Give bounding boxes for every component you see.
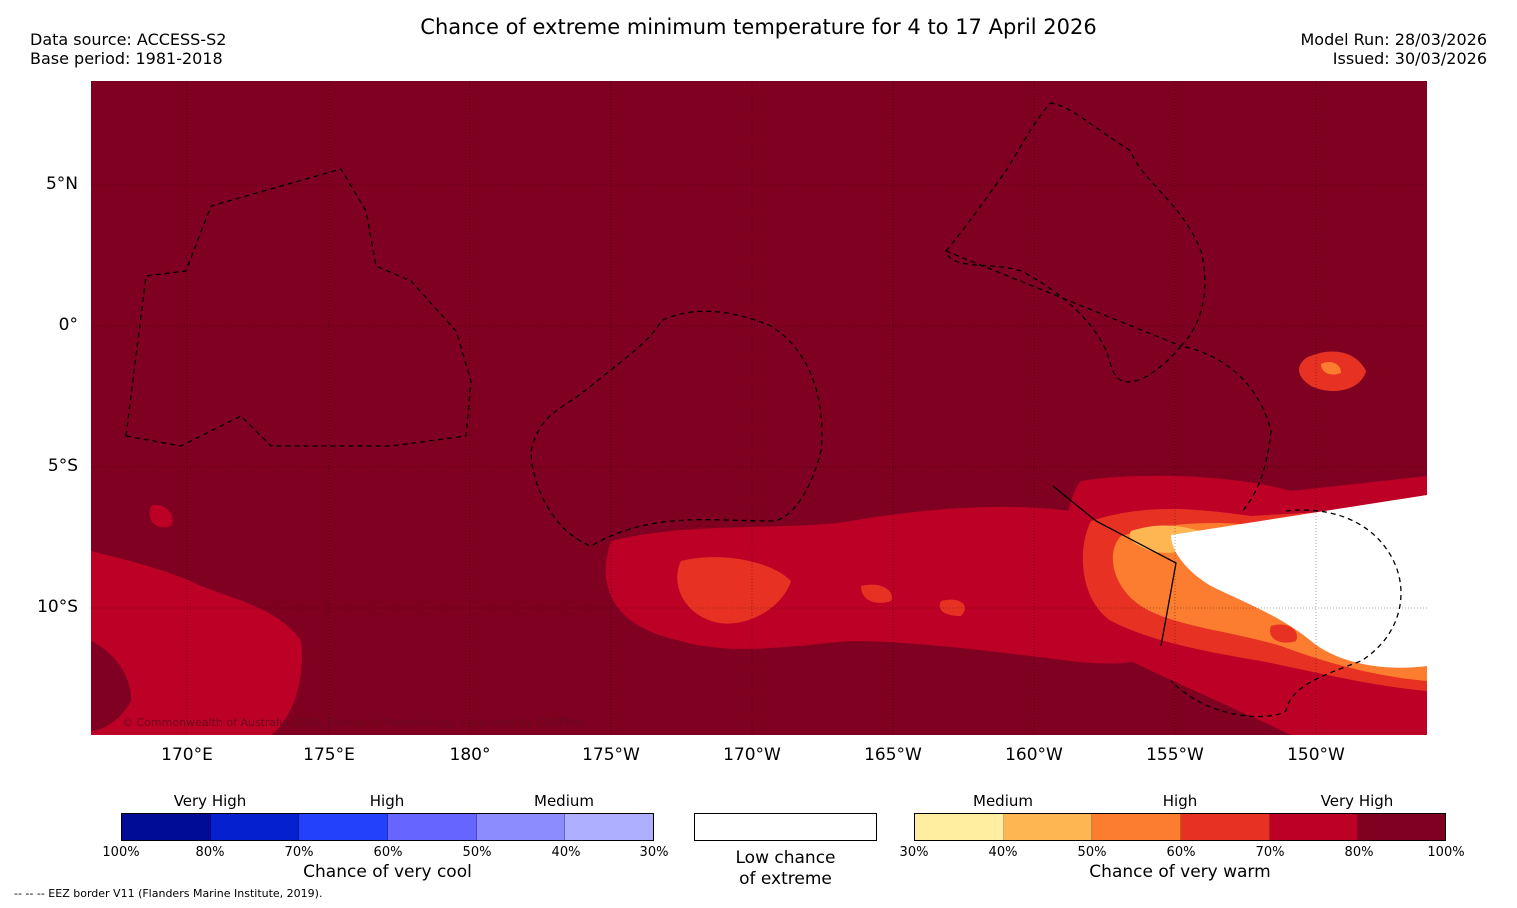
cool-swatch-6 [565,814,654,840]
eez-border-central [530,310,823,547]
warm-patch-small [149,505,173,528]
lon-label-180: 180° [449,745,491,765]
warm-tick-50: 50% [1077,845,1107,860]
warm-region-west [91,551,302,735]
warm-tick-40: 40% [988,845,1018,860]
data-info: Data source: ACCESS-S2 Base period: 1981… [30,30,226,68]
warm-legend-label: Chance of very warm [1089,862,1271,882]
lat-label-5s: 5°S [47,456,78,476]
cool-tick-50: 50% [462,845,492,860]
cool-swatch-2 [210,814,300,840]
eez-border-southeast [1170,509,1402,718]
cool-tick-100: 100% [102,845,140,860]
map-gridlines [91,81,1427,735]
cool-legend-label: Chance of very cool [303,862,472,882]
low-chance-label-line2: of extreme [739,869,832,889]
warm-level-medium: Medium [973,792,1033,810]
map-svg [91,81,1427,735]
cool-tick-30: 30% [639,845,669,860]
cool-tick-80: 80% [195,845,225,860]
warm-swatch-6 [1358,814,1446,840]
boundary-line [1052,485,1177,647]
lat-label-5n: 5°N [45,174,78,194]
eez-border-west [125,168,472,447]
warm-level-very-high: Very High [1320,792,1394,810]
warm-swatch-5 [1269,814,1359,840]
eez-border-east [945,102,1272,514]
lon-label-170w: 170°W [723,745,781,765]
warm-colorbar [914,813,1446,841]
warm-swatch-1 [915,814,1004,840]
model-run: Model Run: 28/03/2026 [1300,30,1488,49]
probability-map[interactable] [91,81,1427,735]
page-title: Chance of extreme minimum temperature fo… [420,15,1097,39]
warm-level-high: High [1162,792,1198,810]
cool-swatch-5 [476,814,566,840]
cool-level-medium: Medium [534,792,594,810]
cool-tick-60: 60% [373,845,403,860]
eez-footnote: -- -- -- EEZ border V11 (Flanders Marine… [14,887,323,900]
cool-level-very-high: Very High [173,792,247,810]
warm-tick-70: 70% [1255,845,1285,860]
high-warm-island [1270,624,1297,643]
medium-high-patch-equator [1321,362,1341,375]
warm-swatch-3 [1092,814,1182,840]
warm-band-central [605,506,1177,664]
lon-label-165w: 165°W [864,745,922,765]
cool-swatch-1 [122,814,211,840]
cool-colorbar [121,813,654,841]
low-chance-swatch [694,813,877,841]
low-chance-region [1171,495,1427,668]
low-chance-legend-label: Low chance of extreme [694,848,877,890]
cool-swatch-4 [388,814,477,840]
lon-label-155w: 155°W [1146,745,1204,765]
warm-tick-60: 60% [1166,845,1196,860]
warm-swatch-2 [1003,814,1093,840]
lat-label-10s: 10°S [37,597,78,617]
map-copyright: © Commonwealth of Australia 2026, Bureau… [122,716,586,729]
lon-label-150w: 150°W [1287,745,1345,765]
data-source: Data source: ACCESS-S2 [30,30,227,49]
cool-level-high: High [369,792,405,810]
lon-label-170e: 170°E [161,745,213,765]
eez-borders [125,102,1402,718]
lon-label-175e: 175°E [303,745,355,765]
low-chance-label-line1: Low chance [735,848,836,868]
cool-tick-40: 40% [551,845,581,860]
warm-swatch-4 [1181,814,1270,840]
warm-tick-80: 80% [1344,845,1374,860]
very-high-patch-west [91,641,131,731]
cool-swatch-3 [299,814,389,840]
high-warm-patch-a [677,557,791,624]
lat-label-0: 0° [58,315,78,335]
warm-tick-100: 100% [1427,845,1465,860]
lon-label-160w: 160°W [1005,745,1063,765]
base-period: Base period: 1981-2018 [30,49,223,68]
warm-tick-30: 30% [899,845,929,860]
lon-label-175w: 175°W [582,745,640,765]
high-warm-patch-b [861,584,892,603]
cool-tick-70: 70% [284,845,314,860]
issued-date: Issued: 30/03/2026 [1332,49,1487,68]
run-info: Model Run: 28/03/2026 Issued: 30/03/2026 [1301,30,1488,68]
